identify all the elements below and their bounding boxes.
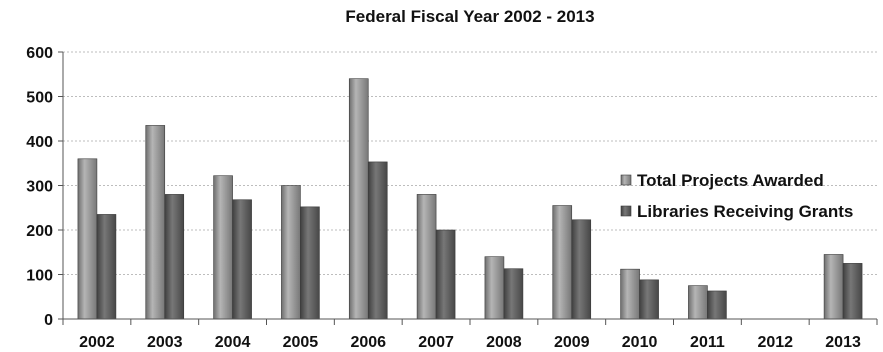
bar-libraries-2011: [707, 290, 727, 320]
bar-libraries-2008: [503, 268, 524, 320]
legend-label-libraries: Libraries Receiving Grants: [637, 202, 853, 221]
bar-total-projects-2011: [688, 285, 708, 320]
bar-total-projects-2004: [213, 175, 233, 320]
bar-total-projects-2010: [620, 268, 640, 320]
y-tick-label: 0: [44, 312, 53, 329]
x-tick-label: 2002: [79, 334, 115, 351]
x-tick-label: 2003: [147, 334, 183, 351]
x-tick-label: 2009: [554, 334, 590, 351]
legend-label-total-projects: Total Projects Awarded: [637, 171, 824, 190]
bar-total-projects-2005: [281, 185, 301, 320]
x-tick-label: 2013: [825, 334, 861, 351]
legend-swatch-total-projects: [620, 174, 632, 186]
y-tick-label: 300: [26, 179, 53, 196]
bar-total-projects-2009: [552, 205, 573, 320]
x-tick-label: 2005: [283, 334, 319, 351]
x-tick-label: 2010: [622, 334, 658, 351]
chart-title: Federal Fiscal Year 2002 - 2013: [345, 7, 594, 26]
bars: [77, 78, 863, 320]
bar-libraries-2006: [367, 161, 388, 320]
bar-libraries-2002: [96, 214, 117, 320]
y-tick-label: 500: [26, 90, 53, 107]
y-tick-label: 400: [26, 134, 53, 151]
bar-total-projects-2006: [348, 78, 369, 320]
x-tick-label: 2008: [486, 334, 522, 351]
y-tick-label: 600: [26, 45, 53, 62]
bar-libraries-2010: [639, 279, 659, 320]
bar-libraries-2004: [232, 199, 252, 320]
legend: Total Projects Awarded Libraries Receivin…: [620, 171, 853, 221]
bar-libraries-2009: [571, 219, 592, 320]
gridlines: [63, 51, 877, 275]
x-tick-label: 2006: [350, 334, 386, 351]
y-tick-label: 200: [26, 223, 53, 240]
y-tick-label: 100: [26, 268, 53, 285]
axes: 0 100 200 300 400 500 600 2002 2003 2004 2005 2006 2…: [26, 45, 878, 351]
x-tick-label: 2007: [418, 334, 454, 351]
bar-total-projects-2003: [145, 125, 166, 320]
bar-total-projects-2013: [823, 254, 844, 320]
bar-libraries-2003: [164, 194, 185, 320]
x-tick-label: 2012: [757, 334, 793, 351]
x-tick-label: 2011: [690, 334, 725, 351]
bar-libraries-2013: [842, 263, 863, 320]
bar-libraries-2007: [435, 229, 456, 320]
bar-libraries-2005: [300, 206, 320, 320]
bar-total-projects-2002: [77, 158, 98, 320]
x-tick-label: 2004: [215, 334, 251, 351]
legend-swatch-libraries: [620, 205, 632, 217]
bar-total-projects-2007: [416, 194, 437, 320]
bar-total-projects-2008: [484, 256, 505, 320]
